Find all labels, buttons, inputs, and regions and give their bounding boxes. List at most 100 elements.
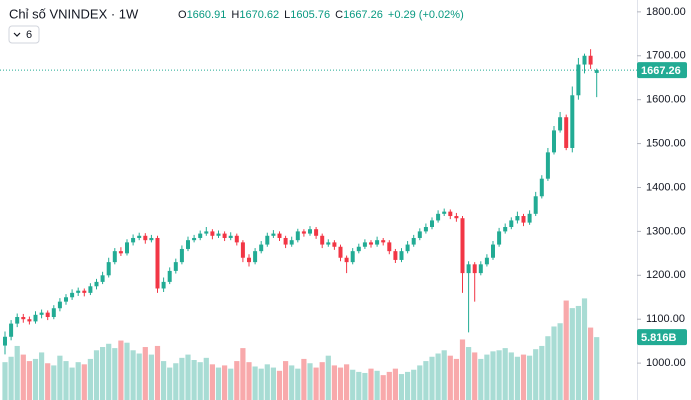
volume-bar bbox=[142, 347, 148, 400]
candle-body bbox=[64, 297, 68, 302]
volume-bar bbox=[252, 366, 258, 400]
indicators-count: 6 bbox=[26, 29, 32, 41]
candle-body bbox=[326, 242, 331, 245]
volume-bar bbox=[392, 368, 398, 400]
candle-body bbox=[277, 233, 282, 238]
volume-bar bbox=[557, 323, 563, 400]
candle-body bbox=[417, 231, 422, 238]
volume-bar bbox=[240, 348, 246, 400]
volume-bar bbox=[411, 369, 417, 400]
legend-high: 1670.62 bbox=[239, 9, 279, 21]
candle-body bbox=[466, 264, 471, 274]
legend-key: H bbox=[231, 9, 239, 21]
candle-body bbox=[198, 233, 203, 238]
volume-bar bbox=[484, 354, 490, 400]
volume-bar bbox=[246, 362, 252, 400]
chevron-icon bbox=[13, 32, 21, 37]
indicators-toggle[interactable]: 6 bbox=[8, 25, 40, 44]
candle-body bbox=[118, 251, 123, 254]
volume-bar bbox=[569, 308, 575, 400]
volume-bar bbox=[276, 370, 283, 400]
candle-body bbox=[106, 262, 111, 276]
candle-body bbox=[332, 242, 337, 247]
y-tick-label: 1200.00 bbox=[646, 269, 686, 281]
volume-bar bbox=[270, 367, 276, 400]
candle-body bbox=[478, 264, 483, 274]
volume-bar bbox=[453, 358, 459, 400]
candle-body bbox=[436, 213, 441, 221]
volume-bar bbox=[423, 361, 429, 400]
candle-body bbox=[33, 314, 38, 322]
candle-body bbox=[442, 211, 447, 214]
volume-bar bbox=[258, 368, 264, 400]
volume-bar bbox=[154, 345, 161, 400]
volume-bar bbox=[594, 337, 600, 400]
candle-body bbox=[362, 242, 367, 247]
candle-body bbox=[167, 270, 172, 282]
candle-body bbox=[405, 244, 410, 252]
candle-body bbox=[503, 227, 508, 232]
candle-body bbox=[570, 95, 575, 148]
y-tick-label: 1300.00 bbox=[646, 225, 686, 237]
volume-bar bbox=[478, 358, 484, 400]
legend-key: L bbox=[284, 9, 290, 21]
candle-body bbox=[125, 242, 129, 254]
volume-bar bbox=[215, 367, 222, 400]
volume-bar bbox=[563, 300, 569, 400]
candle-body bbox=[454, 216, 459, 219]
volume-bar bbox=[514, 356, 520, 400]
candle-body bbox=[247, 257, 251, 263]
candle-body bbox=[283, 237, 288, 245]
volume-bar bbox=[161, 361, 167, 400]
y-tick-label: 1600.00 bbox=[646, 94, 686, 106]
candle-body bbox=[21, 317, 26, 320]
last-price-badge bbox=[637, 62, 687, 79]
volume-bar bbox=[26, 361, 32, 400]
candle-body bbox=[39, 312, 44, 315]
volume-bar bbox=[57, 355, 63, 400]
volume-bar bbox=[398, 374, 405, 400]
volume-bar bbox=[222, 365, 228, 400]
volume-bar bbox=[191, 360, 197, 400]
volume-bar bbox=[32, 358, 39, 400]
volume-bar bbox=[136, 353, 142, 400]
candle-body bbox=[369, 242, 373, 245]
y-tick-label: 1800.00 bbox=[646, 6, 686, 18]
candle-body bbox=[9, 323, 14, 337]
volume-bar bbox=[81, 364, 87, 400]
candle-body bbox=[509, 220, 514, 228]
volume-bar bbox=[87, 358, 93, 400]
volume-bar bbox=[14, 345, 20, 400]
candle-body bbox=[484, 257, 489, 265]
candle-body bbox=[271, 233, 276, 236]
candle-body bbox=[539, 178, 544, 197]
candle-body bbox=[131, 237, 136, 243]
volume-bar bbox=[380, 375, 386, 400]
candle-body bbox=[240, 242, 245, 258]
volume-bar bbox=[508, 352, 514, 400]
volume-bar bbox=[148, 354, 154, 400]
volume-bar bbox=[459, 339, 466, 400]
volume-bar bbox=[100, 347, 106, 400]
volume-bar bbox=[69, 367, 75, 400]
volume-bar bbox=[289, 365, 295, 400]
volume-bar bbox=[362, 372, 368, 400]
candle-body bbox=[533, 196, 538, 214]
volume-bar bbox=[124, 342, 130, 400]
volume-bar bbox=[75, 362, 81, 400]
candle-body bbox=[82, 290, 87, 293]
toggle-box[interactable] bbox=[8, 25, 40, 44]
candle-body bbox=[100, 275, 105, 282]
volume-bar bbox=[234, 361, 240, 400]
volume-badge bbox=[637, 329, 687, 346]
volume-bar bbox=[520, 354, 527, 400]
candle-body bbox=[588, 55, 593, 65]
volume-bar bbox=[307, 363, 313, 400]
candle-body bbox=[576, 64, 581, 96]
volume-bar bbox=[533, 349, 539, 400]
candle-body bbox=[399, 251, 404, 260]
candle-body bbox=[210, 231, 215, 236]
ohlc-legend: O1660.91 H1670.62 L1605.76 C1667.26 +0.2… bbox=[178, 9, 464, 21]
candle-body bbox=[423, 227, 428, 232]
volume-bar bbox=[405, 371, 411, 400]
